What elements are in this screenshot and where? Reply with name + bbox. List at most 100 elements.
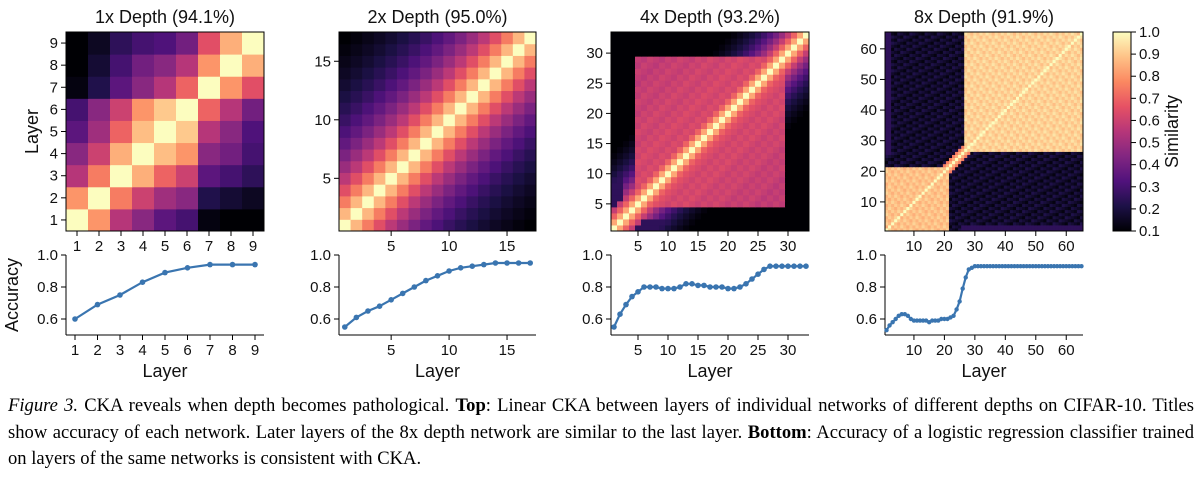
heatmap-cell: [945, 77, 950, 82]
heatmap-cell: [1006, 191, 1011, 195]
heatmap-cell: [942, 80, 947, 85]
heatmap-cell: [719, 122, 726, 129]
heatmap-cell: [385, 102, 398, 115]
heatmap-cell: [982, 169, 987, 174]
heatmap-cell: [454, 195, 467, 209]
heatmap-cell: [1012, 194, 1017, 198]
heatmap-cell: [665, 176, 672, 184]
heatmap-cell: [891, 182, 895, 186]
heatmap-cell: [903, 105, 907, 110]
heatmap-cell: [894, 105, 898, 110]
heatmap-cell: [979, 188, 983, 192]
heatmap-cell: [701, 86, 708, 93]
heatmap-cell: [408, 43, 421, 56]
heatmap-cell: [1073, 80, 1078, 85]
heatmap-cell: [888, 212, 892, 217]
heatmap-cell: [958, 90, 962, 94]
heatmap-cell: [683, 122, 690, 129]
heatmap-cell: [677, 110, 684, 117]
heatmap-cell: [689, 32, 696, 39]
heatmap-cell: [1055, 71, 1060, 76]
heatmap-cell: [683, 224, 690, 232]
heatmap-cell: [623, 74, 630, 81]
heatmap-cell: [791, 158, 798, 166]
heatmap-cell: [985, 123, 990, 128]
heatmap-cell: [888, 148, 892, 152]
heatmap-cell: [918, 157, 923, 162]
heatmap-cell: [888, 191, 892, 195]
heatmap-cell: [791, 176, 798, 184]
heatmap-cell: [1022, 136, 1026, 140]
heatmap-cell: [489, 90, 502, 103]
heatmap-cell: [979, 206, 983, 211]
heatmap-cell: [1025, 139, 1029, 143]
heatmap-cell: [659, 158, 666, 166]
heatmap-cell: [906, 99, 910, 103]
heatmap-cell: [939, 203, 944, 208]
heatmap-cell: [719, 200, 726, 208]
heatmap-cell: [454, 55, 467, 68]
heatmap-cell: [1076, 71, 1081, 76]
heatmap-cell: [1079, 182, 1084, 186]
heatmap-cell: [973, 93, 977, 97]
heatmap-cell: [623, 38, 630, 45]
heatmap-cell: [900, 71, 904, 76]
heatmap-cell: [1043, 84, 1047, 88]
heatmap-cell: [933, 102, 938, 106]
heatmap-cell: [431, 55, 444, 68]
heatmap-cell: [979, 142, 983, 146]
heatmap-cell: [1015, 126, 1020, 131]
heatmap-cell: [653, 98, 660, 105]
heatmap-cell: [939, 123, 944, 128]
heatmap-cell: [629, 164, 636, 172]
heatmap-cell: [725, 170, 732, 178]
heatmap-cell: [1025, 133, 1029, 137]
heatmap-cell: [713, 116, 720, 123]
heatmap-cell: [945, 123, 950, 128]
heatmap-cell: [1058, 218, 1063, 223]
heatmap-cell: [1061, 126, 1066, 131]
heatmap-cell: [773, 134, 780, 142]
heatmap-cell: [1037, 136, 1041, 140]
heatmap-cell: [767, 164, 774, 172]
heatmap-cell: [952, 182, 956, 186]
heatmap-cell: [1003, 221, 1008, 226]
heatmap-cell: [894, 90, 898, 94]
heatmap-cell: [942, 111, 947, 116]
heatmap-cell: [897, 203, 901, 208]
heatmap-cell: [408, 160, 421, 173]
heatmap-cell: [647, 140, 654, 148]
heatmap-cell: [779, 98, 786, 105]
heatmap-cell: [1028, 200, 1032, 204]
heatmap-cell: [1076, 148, 1081, 152]
heatmap-cell: [707, 86, 714, 93]
heatmap-cell: [936, 136, 941, 140]
heatmap-cell: [1073, 120, 1078, 125]
heatmap-cell: [1034, 99, 1038, 103]
heatmap-cell: [970, 203, 974, 208]
heatmap-cell: [979, 163, 983, 168]
heatmap-cell: [955, 203, 959, 208]
heatmap-cell: [1055, 166, 1060, 171]
heatmap-cell: [1003, 93, 1008, 97]
heatmap-cell: [942, 191, 947, 195]
heatmap-cell: [1034, 154, 1038, 159]
heatmap-cell: [1067, 84, 1072, 88]
heatmap-cell: [936, 105, 941, 110]
heatmap-cell: [982, 90, 987, 94]
heatmap-cell: [1046, 114, 1050, 119]
heatmap-cell: [964, 154, 968, 159]
heatmap-cell: [713, 182, 720, 190]
heatmap-cell: [903, 102, 907, 106]
heatmap-cell: [985, 99, 990, 103]
heatmap-cell: [924, 102, 929, 106]
heatmap-cell: [988, 224, 993, 229]
heatmap-cell: [921, 209, 926, 214]
heatmap-cell: [665, 218, 672, 226]
heatmap-cell: [1006, 148, 1011, 152]
heatmap-cell: [350, 102, 363, 115]
heatmap-cell: [942, 139, 947, 143]
heatmap-cell: [976, 120, 980, 125]
heatmap-cell: [1052, 80, 1057, 85]
heatmap-cell: [1052, 215, 1057, 220]
